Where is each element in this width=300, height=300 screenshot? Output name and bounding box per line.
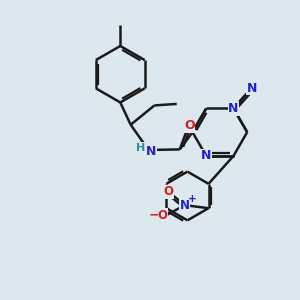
Text: O: O: [158, 209, 167, 222]
Text: +: +: [188, 194, 197, 204]
Text: H: H: [136, 142, 146, 153]
Text: N: N: [146, 145, 156, 158]
Text: O: O: [184, 119, 195, 132]
Text: N: N: [228, 102, 239, 115]
Text: −: −: [149, 208, 159, 221]
Text: N: N: [201, 149, 211, 162]
Text: O: O: [164, 185, 173, 198]
Text: N: N: [247, 82, 257, 95]
Text: N: N: [228, 102, 239, 115]
Text: N: N: [180, 199, 190, 212]
